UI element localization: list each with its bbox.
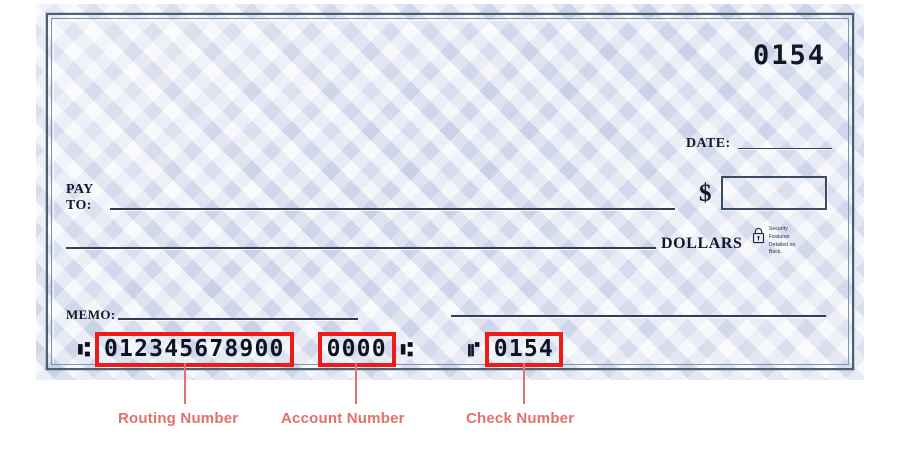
micr-routing-number-field: 012345678900 bbox=[95, 331, 294, 367]
pay-label-line2: TO: bbox=[66, 197, 92, 213]
check-number-top-right: 0154 bbox=[752, 40, 826, 71]
date-label: DATE: bbox=[686, 136, 731, 151]
micr-on-us-symbol: ⑈ bbox=[467, 337, 480, 361]
memo-label: MEMO: bbox=[66, 307, 116, 322]
micr-transit-symbol-open: ⑆ bbox=[78, 337, 90, 361]
micr-transit-symbol-close: ⑆ bbox=[400, 337, 413, 361]
pay-label-line1: PAY bbox=[66, 182, 94, 197]
security-features-badge: Security Features Detailed on Back. bbox=[752, 226, 795, 257]
check-border-outer bbox=[46, 13, 854, 370]
security-features-text: Security Features Detailed on Back. bbox=[769, 226, 795, 257]
callout-stem-check-number bbox=[523, 363, 525, 404]
security-text-line-3: Detailed on bbox=[769, 241, 796, 248]
amount-numeric-box[interactable] bbox=[720, 176, 827, 210]
callout-label-routing-number: Routing Number bbox=[118, 410, 239, 427]
amount-group: $ bbox=[699, 176, 827, 210]
check-figure: 0154 DATE: PAY TO: $ DOLLARS bbox=[36, 4, 864, 380]
check-security-pattern bbox=[36, 4, 864, 380]
dollar-sign-icon: $ bbox=[699, 179, 712, 207]
micr-check-number-field: 0154 bbox=[484, 331, 563, 367]
callout-label-check-number: Check Number bbox=[466, 410, 575, 427]
memo-write-line[interactable] bbox=[118, 318, 358, 320]
security-text-line-4: Back. bbox=[769, 249, 783, 256]
callout-stem-routing-number bbox=[184, 363, 186, 404]
micr-account-number-field: 0000 bbox=[317, 331, 396, 367]
amount-words-write-line[interactable] bbox=[66, 247, 656, 249]
payee-write-line[interactable] bbox=[110, 208, 675, 210]
micr-check-number-value: 0154 bbox=[493, 335, 554, 362]
check-border-highlight bbox=[53, 20, 847, 363]
signature-write-line[interactable] bbox=[451, 315, 826, 317]
lock-icon bbox=[752, 227, 765, 244]
callout-stem-account-number bbox=[355, 363, 357, 404]
micr-account-number-value: 0000 bbox=[326, 335, 387, 362]
date-write-line[interactable] bbox=[737, 147, 832, 149]
security-text-line-2: Features bbox=[769, 233, 790, 240]
pay-to-label-block: PAY TO: bbox=[66, 182, 216, 213]
dollars-word-label: DOLLARS bbox=[661, 235, 743, 252]
micr-routing-number-value: 012345678900 bbox=[104, 335, 285, 362]
callout-label-account-number: Account Number bbox=[281, 410, 405, 427]
micr-line: ⑆ 012345678900 0000 ⑆ ⑈ 0154 bbox=[78, 331, 563, 367]
security-text-line-1: Security bbox=[769, 226, 788, 232]
check-border-inner bbox=[51, 18, 849, 365]
date-row: DATE: bbox=[686, 136, 832, 152]
check-content: 0154 DATE: PAY TO: $ DOLLARS bbox=[36, 4, 864, 380]
